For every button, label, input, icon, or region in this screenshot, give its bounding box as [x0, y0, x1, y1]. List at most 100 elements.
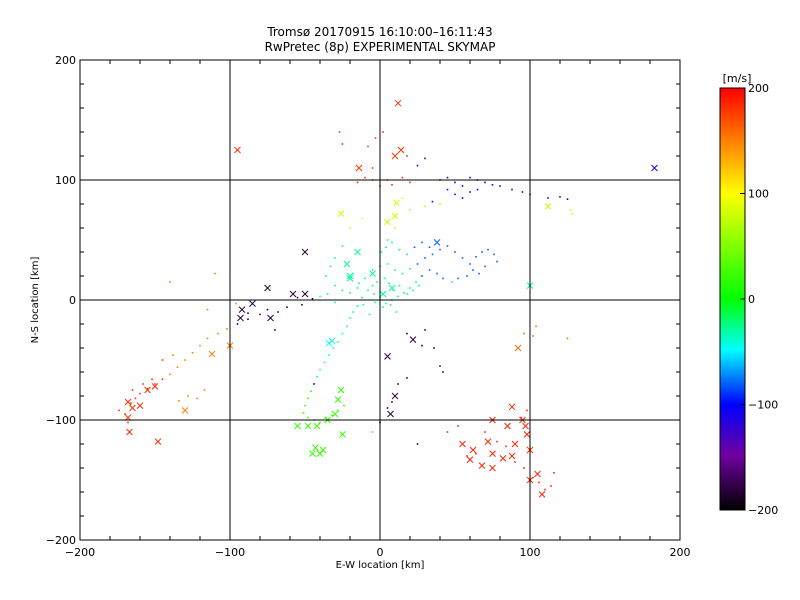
data-point-dot — [391, 184, 393, 186]
data-point-stroke — [313, 422, 321, 430]
data-point-dot — [418, 284, 420, 287]
data-point-dot — [302, 412, 305, 414]
data-point-dot — [475, 452, 477, 455]
data-point-dot — [436, 272, 438, 275]
data-point-stroke — [514, 344, 522, 352]
data-point-dot — [382, 131, 384, 133]
data-point-dot — [326, 293, 329, 295]
data-point-dot — [277, 311, 279, 313]
data-point-x — [154, 438, 162, 445]
data-point-dot — [247, 318, 249, 320]
data-point-stroke — [301, 290, 309, 298]
data-point-dot — [415, 281, 417, 283]
data-point-stroke — [234, 146, 241, 154]
data-point-dot — [356, 305, 359, 307]
data-point-dot — [247, 312, 249, 314]
data-point-dot — [203, 389, 206, 391]
data-point-dot — [532, 476, 534, 479]
data-point-dot — [151, 378, 153, 380]
data-point-stroke — [466, 456, 474, 463]
data-point-stroke — [544, 203, 552, 210]
data-point-dot — [364, 176, 366, 179]
data-point-x — [346, 275, 354, 282]
y-tick-label: 0 — [69, 294, 76, 307]
data-point-stroke — [469, 446, 477, 454]
data-point-x — [508, 403, 516, 411]
data-point-dot — [226, 328, 228, 330]
data-point-dot — [374, 137, 377, 139]
data-point-dot — [466, 275, 468, 277]
data-point-dot — [325, 275, 327, 277]
data-point-stroke — [355, 164, 363, 172]
data-point-x — [522, 422, 529, 430]
data-point-dot — [446, 431, 449, 433]
data-point-stroke — [337, 386, 345, 394]
data-point-dot — [374, 301, 377, 304]
data-point-stroke — [154, 438, 162, 445]
data-point-x — [478, 462, 486, 469]
data-point-stroke — [237, 314, 244, 322]
data-point-dot — [367, 289, 369, 292]
data-point-dot — [172, 354, 174, 356]
data-point-dot — [559, 196, 561, 198]
data-point-dot — [475, 256, 477, 258]
data-point-x — [538, 491, 546, 498]
data-point-stroke — [523, 431, 531, 438]
data-point-dot — [406, 332, 408, 335]
data-point-dot — [118, 409, 120, 412]
data-point-x — [301, 248, 309, 256]
data-point-dot — [397, 295, 399, 298]
data-point-stroke — [391, 392, 399, 400]
data-point-stroke — [129, 404, 136, 412]
data-point-dot — [367, 145, 369, 148]
data-point-dot — [134, 397, 137, 400]
data-point-dot — [334, 301, 336, 304]
colorbar-tick-label: 0 — [748, 293, 755, 306]
data-point-dot — [131, 389, 134, 391]
x-tick-label: 0 — [377, 546, 384, 559]
data-point-dot — [343, 404, 345, 407]
data-point-dot — [520, 416, 522, 419]
data-point-dot — [356, 287, 359, 289]
data-point-stroke — [346, 275, 354, 282]
data-point-dot — [382, 306, 384, 308]
data-point-stroke — [136, 402, 144, 409]
data-point-dot — [491, 184, 494, 186]
data-point-x — [469, 446, 477, 454]
data-point-dot — [461, 257, 464, 259]
data-point-dot — [187, 395, 189, 397]
data-point-dot — [457, 277, 459, 280]
data-point-stroke — [397, 146, 405, 154]
data-point-x — [466, 456, 474, 463]
data-point-x — [334, 396, 342, 403]
data-point-stroke — [301, 248, 309, 256]
data-point-dot — [389, 304, 392, 306]
data-point-dot — [349, 227, 351, 229]
data-point-stroke — [391, 152, 399, 160]
colorbar-tick-label: 200 — [748, 82, 769, 95]
data-point-dot — [523, 332, 525, 335]
data-point-x — [354, 248, 361, 256]
data-point-dot — [395, 311, 398, 313]
data-point-stroke — [511, 440, 519, 448]
data-point-dot — [469, 263, 471, 265]
data-point-x — [544, 203, 552, 210]
data-point-dot — [259, 313, 261, 316]
colorbar-frame — [719, 87, 746, 511]
data-point-stroke — [387, 410, 394, 418]
data-point-dot — [409, 268, 411, 270]
data-point-dot — [214, 272, 216, 275]
data-point-dot — [358, 282, 360, 284]
data-point-dot — [176, 366, 179, 368]
data-point-stroke — [651, 164, 658, 172]
data-point-dot — [139, 392, 141, 395]
data-point-dot — [406, 293, 408, 295]
data-point-x — [144, 386, 151, 394]
data-point-stroke — [379, 290, 387, 298]
data-point-dot — [307, 416, 309, 419]
data-point-x — [394, 99, 402, 107]
data-point-x — [508, 452, 516, 460]
colorbar-tick-label: −200 — [748, 504, 778, 517]
data-point-x — [523, 431, 531, 438]
data-point-x — [289, 290, 297, 298]
